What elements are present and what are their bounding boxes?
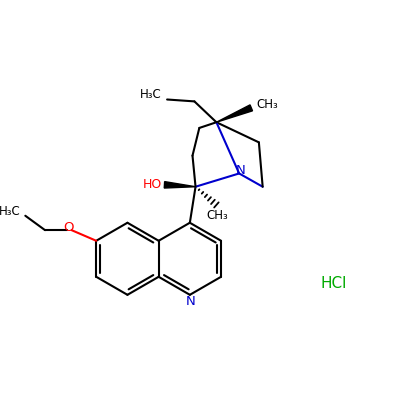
Text: HCl: HCl bbox=[321, 276, 347, 291]
Text: H₃C: H₃C bbox=[140, 88, 162, 102]
Text: O: O bbox=[64, 221, 74, 234]
Polygon shape bbox=[216, 105, 252, 122]
Text: CH₃: CH₃ bbox=[256, 98, 278, 110]
Text: N: N bbox=[186, 295, 196, 308]
Text: H₃C: H₃C bbox=[0, 205, 20, 218]
Polygon shape bbox=[164, 182, 196, 188]
Text: CH₃: CH₃ bbox=[207, 209, 228, 222]
Text: N: N bbox=[236, 164, 246, 177]
Text: HO: HO bbox=[143, 178, 162, 190]
